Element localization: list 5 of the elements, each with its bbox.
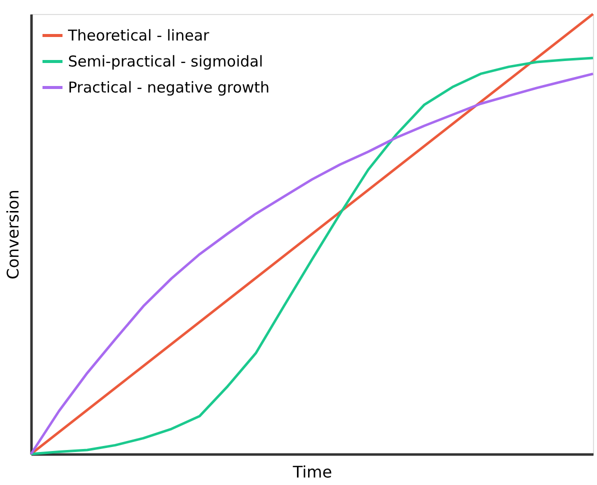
y-axis-title: Conversion	[4, 190, 22, 280]
legend-label: Theoretical - linear	[67, 26, 210, 44]
legend-label: Practical - negative growth	[68, 78, 270, 96]
legend-label: Semi-practical - sigmoidal	[68, 52, 264, 70]
x-axis-title: Time	[292, 462, 332, 482]
